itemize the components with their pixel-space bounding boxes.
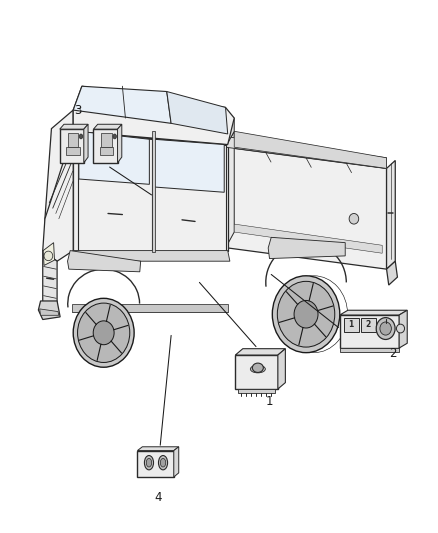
- Polygon shape: [234, 224, 382, 253]
- Polygon shape: [73, 86, 171, 123]
- Polygon shape: [387, 160, 395, 269]
- Ellipse shape: [252, 363, 263, 373]
- Polygon shape: [226, 118, 234, 147]
- Polygon shape: [78, 131, 152, 251]
- Polygon shape: [344, 318, 359, 332]
- Polygon shape: [340, 348, 399, 352]
- Ellipse shape: [376, 318, 395, 340]
- Polygon shape: [138, 450, 174, 477]
- Polygon shape: [71, 251, 230, 261]
- Polygon shape: [101, 133, 112, 147]
- Polygon shape: [387, 261, 397, 285]
- Polygon shape: [226, 136, 387, 168]
- Polygon shape: [67, 133, 78, 147]
- Ellipse shape: [380, 322, 392, 335]
- Polygon shape: [138, 447, 179, 450]
- Polygon shape: [93, 124, 122, 129]
- Polygon shape: [340, 310, 407, 315]
- Ellipse shape: [78, 303, 130, 362]
- Ellipse shape: [73, 298, 134, 367]
- Text: 1: 1: [265, 395, 273, 408]
- Ellipse shape: [93, 321, 114, 345]
- Ellipse shape: [44, 251, 53, 261]
- Text: 4: 4: [154, 491, 162, 504]
- Polygon shape: [235, 355, 278, 389]
- Polygon shape: [340, 315, 399, 348]
- Polygon shape: [235, 349, 286, 355]
- Polygon shape: [79, 131, 149, 184]
- Polygon shape: [154, 139, 224, 192]
- Polygon shape: [153, 139, 226, 251]
- Ellipse shape: [251, 365, 265, 373]
- Polygon shape: [40, 309, 59, 316]
- Polygon shape: [60, 124, 88, 129]
- Ellipse shape: [272, 276, 340, 353]
- Polygon shape: [43, 131, 73, 261]
- Polygon shape: [399, 310, 407, 348]
- Ellipse shape: [294, 301, 318, 328]
- Polygon shape: [43, 251, 57, 304]
- Polygon shape: [174, 447, 179, 477]
- Polygon shape: [84, 124, 88, 163]
- Ellipse shape: [396, 324, 405, 333]
- Polygon shape: [72, 304, 228, 312]
- Ellipse shape: [277, 281, 335, 347]
- Text: 2: 2: [389, 348, 397, 360]
- Polygon shape: [64, 150, 72, 161]
- Polygon shape: [67, 251, 141, 272]
- Polygon shape: [226, 147, 387, 269]
- Ellipse shape: [160, 458, 166, 467]
- Polygon shape: [278, 349, 286, 389]
- Polygon shape: [238, 389, 276, 393]
- Polygon shape: [234, 131, 387, 168]
- Polygon shape: [226, 131, 234, 248]
- Polygon shape: [100, 147, 113, 155]
- Polygon shape: [117, 124, 122, 163]
- Polygon shape: [73, 131, 228, 251]
- Polygon shape: [66, 147, 80, 155]
- Ellipse shape: [349, 214, 359, 224]
- Text: 3: 3: [74, 103, 81, 117]
- Polygon shape: [39, 301, 60, 319]
- Text: 1: 1: [349, 320, 354, 329]
- Text: 2: 2: [365, 320, 371, 329]
- Ellipse shape: [145, 456, 154, 470]
- Ellipse shape: [146, 458, 152, 467]
- Polygon shape: [60, 129, 84, 163]
- Polygon shape: [93, 129, 117, 163]
- Polygon shape: [152, 131, 155, 252]
- Polygon shape: [167, 92, 228, 134]
- Polygon shape: [360, 318, 375, 332]
- Polygon shape: [73, 86, 234, 144]
- Ellipse shape: [113, 134, 117, 139]
- Polygon shape: [268, 237, 345, 259]
- Ellipse shape: [159, 456, 168, 470]
- Polygon shape: [43, 243, 54, 265]
- Polygon shape: [45, 110, 73, 248]
- Ellipse shape: [79, 134, 83, 139]
